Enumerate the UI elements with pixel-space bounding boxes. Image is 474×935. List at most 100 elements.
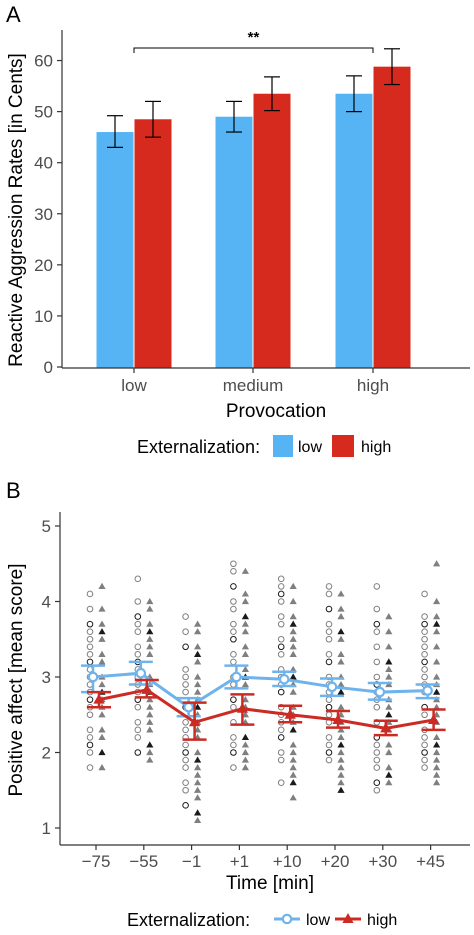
raw-point-low [277, 643, 285, 651]
raw-point-low [325, 756, 333, 764]
raw-point-low [373, 741, 381, 749]
raw-point-low [421, 711, 428, 719]
raw-point-low [230, 696, 237, 703]
raw-point-low [182, 628, 189, 636]
raw-point-high [194, 816, 202, 824]
raw-point-high [98, 748, 106, 756]
raw-point-high [146, 718, 154, 725]
raw-point-high [289, 620, 297, 627]
raw-point-high [241, 643, 249, 650]
raw-point-low [373, 756, 381, 764]
raw-point-high [385, 673, 393, 680]
raw-point-high [337, 703, 345, 710]
panel-a-y-label: Reactive Aggression Rates [in Cents] [6, 53, 27, 367]
raw-point-low [230, 651, 237, 658]
raw-point-low [421, 628, 428, 636]
raw-point-low [373, 703, 381, 711]
raw-point-low [182, 666, 189, 673]
raw-point-high [98, 733, 106, 740]
raw-point-high [433, 764, 441, 771]
error-bar-low-low [107, 115, 123, 148]
mean-point-low [135, 667, 147, 679]
panel-a-x-label: Provocation [226, 401, 326, 422]
raw-point-high [241, 628, 249, 635]
raw-point-low [421, 651, 428, 658]
raw-point-high [337, 635, 345, 642]
mean-point-high [332, 714, 344, 725]
raw-point-high [385, 658, 393, 665]
raw-point-low [134, 719, 142, 726]
raw-point-low [134, 575, 142, 583]
raw-point-high [433, 560, 441, 567]
raw-point-high [146, 605, 154, 612]
mean-point-low [278, 673, 290, 685]
raw-point-high [146, 696, 154, 703]
raw-point-low [325, 651, 333, 658]
legend-label-high: high [361, 439, 391, 456]
raw-point-high [194, 673, 202, 680]
raw-point-low [230, 560, 237, 568]
raw-point-high [146, 635, 154, 642]
y-tick-label: 0 [44, 358, 53, 377]
raw-point-high [194, 756, 202, 763]
raw-point-low [86, 651, 94, 658]
raw-point-high [194, 779, 202, 786]
legend-marker-low [281, 913, 293, 925]
raw-point-high [289, 628, 297, 635]
mean-point-high [236, 702, 248, 713]
raw-point-low [325, 658, 333, 666]
raw-point-high [146, 726, 154, 733]
raw-point-low [373, 583, 381, 590]
raw-point-high [337, 688, 345, 695]
raw-point-high [241, 567, 249, 574]
raw-point-low [325, 696, 333, 703]
raw-point-high [146, 703, 154, 710]
legend-swatch-high [332, 435, 354, 457]
raw-point-high [289, 764, 297, 771]
raw-point-low [373, 673, 381, 681]
raw-point-low [86, 726, 94, 734]
raw-point-high [194, 643, 202, 650]
raw-point-low [230, 568, 237, 575]
panel-b-y-label: Positive affect [mean score] [6, 563, 27, 796]
error-bar-high-high [384, 48, 400, 86]
error-bar-high-medium [264, 76, 280, 112]
raw-point-high [337, 741, 345, 748]
raw-point-high [289, 597, 297, 605]
raw-point-low [182, 764, 189, 771]
raw-point-low [325, 605, 333, 613]
panel-b: B 1 2 3 4 5 −75 −55 −1 +1 +10 +20 +30 +45 Positive … [6, 478, 470, 930]
panel-b-legend-title: Externalization: [127, 910, 250, 930]
raw-point-high [337, 779, 345, 786]
raw-point-low [421, 741, 428, 749]
raw-point-low [182, 741, 189, 749]
raw-point-high [289, 643, 297, 650]
error-bar-high-low [145, 100, 161, 138]
raw-point-high [385, 764, 393, 771]
raw-point-high [146, 643, 154, 650]
raw-point-low [325, 590, 333, 598]
mean-point-low [183, 701, 194, 713]
raw-point-high [241, 590, 249, 597]
legend-label-low-b: low [306, 912, 330, 929]
raw-point-low [277, 726, 285, 734]
mean-point-low [87, 671, 99, 683]
bar-high-low [134, 119, 172, 368]
panel-a-x-ticks: low medium high [121, 368, 389, 395]
raw-point-low [277, 749, 285, 756]
raw-point-low [277, 635, 285, 643]
mean-point-high [189, 716, 201, 727]
raw-point-low [182, 643, 189, 651]
panel-a-letter: A [6, 2, 21, 27]
panel-a-legend: Externalization: low high [137, 435, 391, 457]
raw-point-high [385, 613, 393, 620]
mean-point-low [374, 686, 386, 698]
raw-point-low [134, 620, 142, 628]
raw-point-low [182, 786, 189, 794]
y-tick-label: 10 [34, 307, 53, 326]
mean-point-high [428, 714, 440, 725]
panel-a: A 0 10 20 30 40 50 60 low medium high ** Reactiv… [6, 2, 470, 457]
raw-point-high [194, 771, 202, 778]
raw-point-high [337, 733, 345, 740]
raw-point-low [373, 749, 381, 756]
